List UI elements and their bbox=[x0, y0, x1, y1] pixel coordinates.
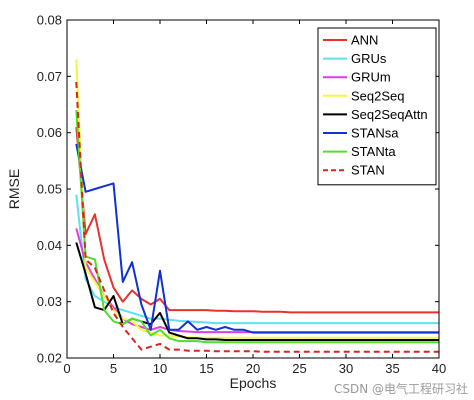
legend-label-grum: GRUm bbox=[351, 70, 391, 85]
x-axis-ticks: 0 5 10 15 20 25 30 35 40 bbox=[63, 20, 446, 376]
x-tick-label: 35 bbox=[385, 361, 399, 376]
y-axis-title: RMSE bbox=[6, 169, 22, 209]
y-tick-label: 0.04 bbox=[37, 238, 62, 253]
legend-label-stansa: STANsa bbox=[351, 126, 399, 141]
y-tick-label: 0.03 bbox=[37, 294, 62, 309]
legend-box bbox=[317, 27, 437, 186]
x-tick-label: 0 bbox=[63, 361, 70, 376]
x-tick-label: 30 bbox=[339, 361, 353, 376]
plot-lines bbox=[75, 59, 439, 353]
series-line-stansa bbox=[75, 143, 439, 334]
y-tick-label: 0.06 bbox=[37, 125, 62, 140]
watermark-text: CSDN @电气工程研习社 bbox=[334, 381, 468, 396]
y-axis-ticks: 0.02 0.03 0.04 0.05 0.06 0.07 0.08 bbox=[37, 13, 439, 366]
x-tick-label: 20 bbox=[246, 361, 260, 376]
legend-label-stan: STAN bbox=[351, 163, 385, 178]
x-tick-label: 40 bbox=[432, 361, 446, 376]
y-tick-label: 0.05 bbox=[37, 182, 62, 197]
series-line-stanta bbox=[75, 110, 439, 344]
legend-label-stanta: STANta bbox=[351, 144, 396, 159]
series-line-stan bbox=[75, 81, 439, 353]
legend-label-grus: GRUs bbox=[351, 51, 387, 66]
legend-label-ann: ANN bbox=[351, 33, 378, 48]
legend-label-seq2seq: Seq2Seq bbox=[351, 88, 405, 103]
series-line-seq2seq bbox=[75, 59, 439, 339]
x-tick-label: 10 bbox=[153, 361, 167, 376]
x-tick-label: 25 bbox=[292, 361, 306, 376]
y-tick-label: 0.08 bbox=[37, 13, 62, 28]
series-line-grum bbox=[75, 228, 439, 334]
y-tick-label: 0.07 bbox=[37, 69, 62, 84]
x-tick-label: 15 bbox=[199, 361, 213, 376]
x-axis-title: Epochs bbox=[230, 375, 277, 391]
y-tick-label: 0.02 bbox=[37, 351, 62, 366]
x-tick-label: 5 bbox=[110, 361, 117, 376]
legend: ANN GRUs GRUm Seq2Seq Seq2SeqAttn STANsa STANt… bbox=[317, 27, 437, 186]
series-line-ann bbox=[75, 126, 439, 314]
series-line-grus bbox=[75, 194, 439, 325]
legend-label-seq2seqattn: Seq2SeqAttn bbox=[351, 107, 428, 122]
